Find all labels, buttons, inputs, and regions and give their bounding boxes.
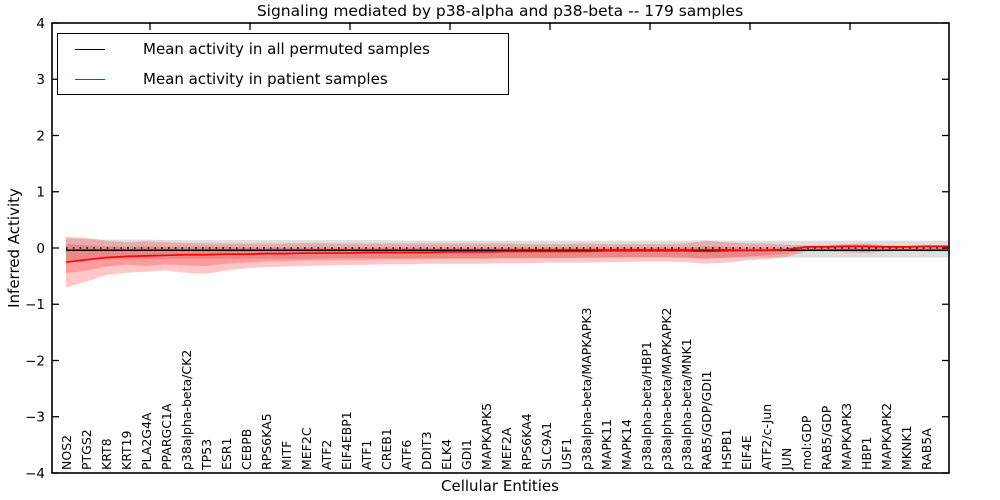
x-tick-label: RPS6KA5 <box>259 413 274 470</box>
x-tick-label: HSPB1 <box>719 429 734 470</box>
x-tick-label: GDI1 <box>459 439 474 470</box>
y-tick-label: −4 <box>25 466 45 482</box>
x-tick-label: p38alpha-beta/CK2 <box>179 350 194 470</box>
x-tick-label: NOS2 <box>59 435 74 470</box>
x-tick-label: p38alpha-beta/MNK1 <box>679 338 694 470</box>
x-tick-label: MEF2A <box>499 427 514 470</box>
y-tick-label: 0 <box>36 241 45 257</box>
x-tick-label: SLC9A1 <box>539 422 554 470</box>
x-tick-label: MAPKAPK5 <box>479 403 494 470</box>
x-tick-label: KRT19 <box>119 430 134 470</box>
y-tick-label: 4 <box>36 16 45 32</box>
x-tick-label: MAPK14 <box>619 419 634 470</box>
y-tick-label: −1 <box>25 297 45 313</box>
line-patient-mean <box>65 245 948 263</box>
x-tick-label: JUN <box>779 448 794 471</box>
x-tick-label: CREB1 <box>379 428 394 470</box>
x-tick-label: p38alpha-beta/HBP1 <box>639 341 654 470</box>
legend-item-permuted: Mean activity in all permuted samples <box>58 36 508 62</box>
x-tick-label: ATF1 <box>359 440 374 470</box>
legend-label-patient: Mean activity in patient samples <box>143 70 388 88</box>
x-tick-label: ATF2 <box>319 440 334 470</box>
x-tick-label: RAB5/GDP/GDI1 <box>699 371 714 470</box>
y-tick-label: −2 <box>25 353 45 369</box>
x-tick-label: HBP1 <box>859 437 874 470</box>
x-tick-label: CEBPB <box>239 429 254 470</box>
chart-title: Signaling mediated by p38-alpha and p38-… <box>256 2 744 20</box>
x-tick-label: EIF4E <box>739 435 754 470</box>
x-tick-label: RAB5A <box>919 428 934 470</box>
x-tick-label: PPARGC1A <box>159 403 174 470</box>
x-tick-label: ESR1 <box>219 438 234 470</box>
x-tick-label: KRT8 <box>99 438 114 470</box>
x-axis-label: Cellular Entities <box>441 477 559 495</box>
x-tick-label: ATF2/c-Jun <box>759 404 774 470</box>
x-tick-label: TP53 <box>199 439 214 471</box>
band-patient-std-outer <box>66 236 948 288</box>
x-tick-label: MKNK1 <box>899 426 914 470</box>
x-tick-label: mol:GDP <box>799 415 814 470</box>
x-tick-label: MEF2C <box>299 427 314 470</box>
x-tick-label: MAPK11 <box>599 419 614 470</box>
band-permuted-std <box>66 238 948 261</box>
x-tick-label: RPS6KA4 <box>519 413 534 470</box>
legend-line-sample-red <box>75 78 105 80</box>
x-tick-label: p38alpha-beta/MAPKAPK2 <box>659 308 674 471</box>
x-tick-label: USF1 <box>559 438 574 470</box>
legend-item-patient: Mean activity in patient samples <box>58 66 508 92</box>
x-tick-label: RAB5/GDP <box>819 405 834 470</box>
y-tick-label: −3 <box>25 410 45 426</box>
x-tick-label: p38alpha-beta/MAPKAPK3 <box>579 308 594 471</box>
x-tick-label: MITF <box>279 441 294 470</box>
x-tick-label: DDIT3 <box>419 431 434 470</box>
y-tick-label: 1 <box>36 185 45 201</box>
legend-box: Mean activity in all permuted samples Me… <box>57 33 509 95</box>
y-tick-label: 3 <box>36 72 45 88</box>
y-tick-label: 2 <box>36 128 45 144</box>
x-tick-label: EIF4EBP1 <box>339 411 354 470</box>
legend-label-permuted: Mean activity in all permuted samples <box>143 40 430 58</box>
x-tick-label: PTGS2 <box>79 429 94 470</box>
x-tick-label: MAPKAPK2 <box>879 403 894 470</box>
x-tick-label: MAPKAPK3 <box>839 403 854 470</box>
x-tick-label: ATF6 <box>399 440 414 470</box>
legend-line-sample-black <box>75 48 105 50</box>
x-tick-label: PLA2G4A <box>139 412 154 470</box>
x-tick-label: ELK4 <box>439 439 454 470</box>
